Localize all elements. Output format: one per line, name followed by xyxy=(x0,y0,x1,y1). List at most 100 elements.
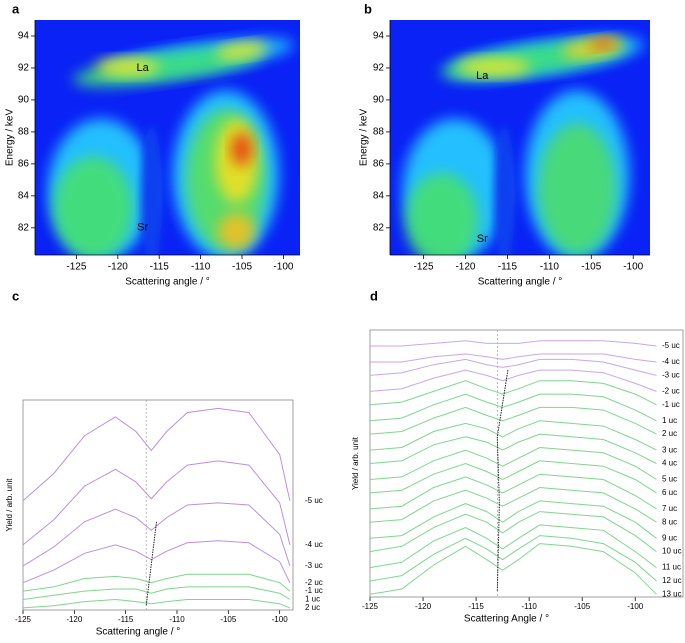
trace xyxy=(22,586,291,600)
x-tick-label: -105 xyxy=(232,262,252,273)
panel: a -125 -120 -115 -110 -105 -100 Scattering angl… xyxy=(5,1,300,288)
trace xyxy=(22,540,291,584)
trace-label: 10 uc xyxy=(662,547,682,556)
x-tick-label: -100 xyxy=(627,602,644,611)
trace xyxy=(369,486,657,523)
y-tick-label: 88 xyxy=(18,127,30,138)
heat-region xyxy=(217,212,255,251)
trace-label: -4 uc xyxy=(662,357,680,366)
trace xyxy=(369,511,657,553)
trace xyxy=(369,500,657,539)
x-tick-label: -100 xyxy=(623,262,643,273)
y-axis-label: Yield / arb. unit xyxy=(351,436,360,490)
y-tick-label: 84 xyxy=(18,190,30,201)
trace xyxy=(369,420,657,451)
panel-letter: d xyxy=(370,288,378,303)
y-axis-label: Energy / keV xyxy=(359,109,370,167)
heat-valley xyxy=(494,125,515,255)
trace-label: -5 uc xyxy=(305,496,323,505)
heat-region xyxy=(590,37,617,50)
y-tick-label: 90 xyxy=(18,95,30,106)
x-tick-label: -115 xyxy=(118,615,134,624)
trace xyxy=(369,369,657,392)
trace-label: -4 uc xyxy=(305,540,323,549)
x-axis-label: Scattering angle / ° xyxy=(125,277,210,288)
plot-frame xyxy=(22,399,294,611)
x-tick-label: -125 xyxy=(362,602,379,611)
trace xyxy=(22,573,291,592)
y-tick-label: 90 xyxy=(373,95,385,106)
y-tick-label: 94 xyxy=(373,31,385,42)
trace-label: 4 uc xyxy=(662,459,677,468)
x-tick-label: -120 xyxy=(455,262,475,273)
trace xyxy=(369,446,657,480)
heat-region xyxy=(405,172,479,255)
y-tick-label: 86 xyxy=(18,159,30,170)
trace-label: -2 uc xyxy=(662,387,680,396)
x-tick-label: -120 xyxy=(66,615,83,624)
panel: d -125 -120 -115 -110 -105 -100 Scattering Angl… xyxy=(351,288,684,625)
trace xyxy=(369,358,657,376)
trace xyxy=(370,353,657,363)
trace-label: 13 uc xyxy=(662,589,682,598)
heat-region xyxy=(215,41,268,60)
y-tick-label: 94 xyxy=(18,31,30,42)
heat-valley xyxy=(141,125,163,255)
x-tick-label: -115 xyxy=(150,262,170,273)
trace xyxy=(369,524,657,569)
trace-label: -3 uc xyxy=(662,370,680,379)
trace-label: 3 uc xyxy=(662,445,677,454)
heat-region xyxy=(95,57,160,77)
heat-region xyxy=(231,132,253,166)
panel: b -125 -120 -115 -110 -105 -100 Scattering angl… xyxy=(359,1,650,288)
annotation: Sr xyxy=(477,233,488,245)
trace xyxy=(22,502,291,567)
x-axis-label: Scattering Angle / ° xyxy=(464,614,549,625)
trace-label: 2 uc xyxy=(305,603,320,612)
heat-region xyxy=(53,156,134,255)
x-tick-label: -105 xyxy=(581,262,601,273)
x-tick-label: -120 xyxy=(415,602,432,611)
x-tick-label: -110 xyxy=(540,262,560,273)
trace xyxy=(369,433,657,464)
trace-label: -5 uc xyxy=(662,341,680,350)
y-axis-label: Yield / arb. unit xyxy=(5,478,14,532)
trace-label: 11 uc xyxy=(662,563,681,572)
x-tick-label: -110 xyxy=(521,602,537,611)
x-tick-label: -125 xyxy=(414,262,434,273)
dip-track xyxy=(145,521,157,606)
x-tick-label: -110 xyxy=(169,615,185,624)
trace-label: -1 uc xyxy=(662,400,680,409)
panel-letter: b xyxy=(364,1,372,16)
trace xyxy=(369,535,657,582)
x-tick-label: -100 xyxy=(273,262,293,273)
y-tick-label: 82 xyxy=(373,222,385,233)
trace xyxy=(369,473,657,510)
x-tick-label: -105 xyxy=(574,602,591,611)
panel-letter: c xyxy=(12,288,19,303)
x-axis-label: Scattering angle / ° xyxy=(478,277,563,288)
x-tick-label: -125 xyxy=(66,262,86,273)
trace xyxy=(22,460,291,546)
dip-track xyxy=(496,370,509,592)
trace xyxy=(369,406,657,435)
trace-label: -3 uc xyxy=(305,561,323,570)
trace xyxy=(22,407,291,502)
trace-label: 6 uc xyxy=(662,488,677,497)
y-tick-label: 88 xyxy=(373,127,385,138)
x-tick-label: -100 xyxy=(272,615,289,624)
trace-label: -1 uc xyxy=(305,586,323,595)
x-tick-label: -125 xyxy=(15,615,32,624)
y-tick-label: 92 xyxy=(373,63,385,74)
trace xyxy=(369,543,657,595)
x-tick-label: -115 xyxy=(468,602,484,611)
y-tick-label: 84 xyxy=(373,190,385,201)
heat-region xyxy=(538,123,617,255)
x-tick-label: -120 xyxy=(108,262,128,273)
panel: c -125 -120 -115 -110 -105 -100 Scattering angl… xyxy=(5,288,323,637)
heat-region xyxy=(457,57,531,77)
annotation: La xyxy=(476,70,489,82)
y-tick-label: 86 xyxy=(373,159,385,170)
trace xyxy=(369,380,657,406)
